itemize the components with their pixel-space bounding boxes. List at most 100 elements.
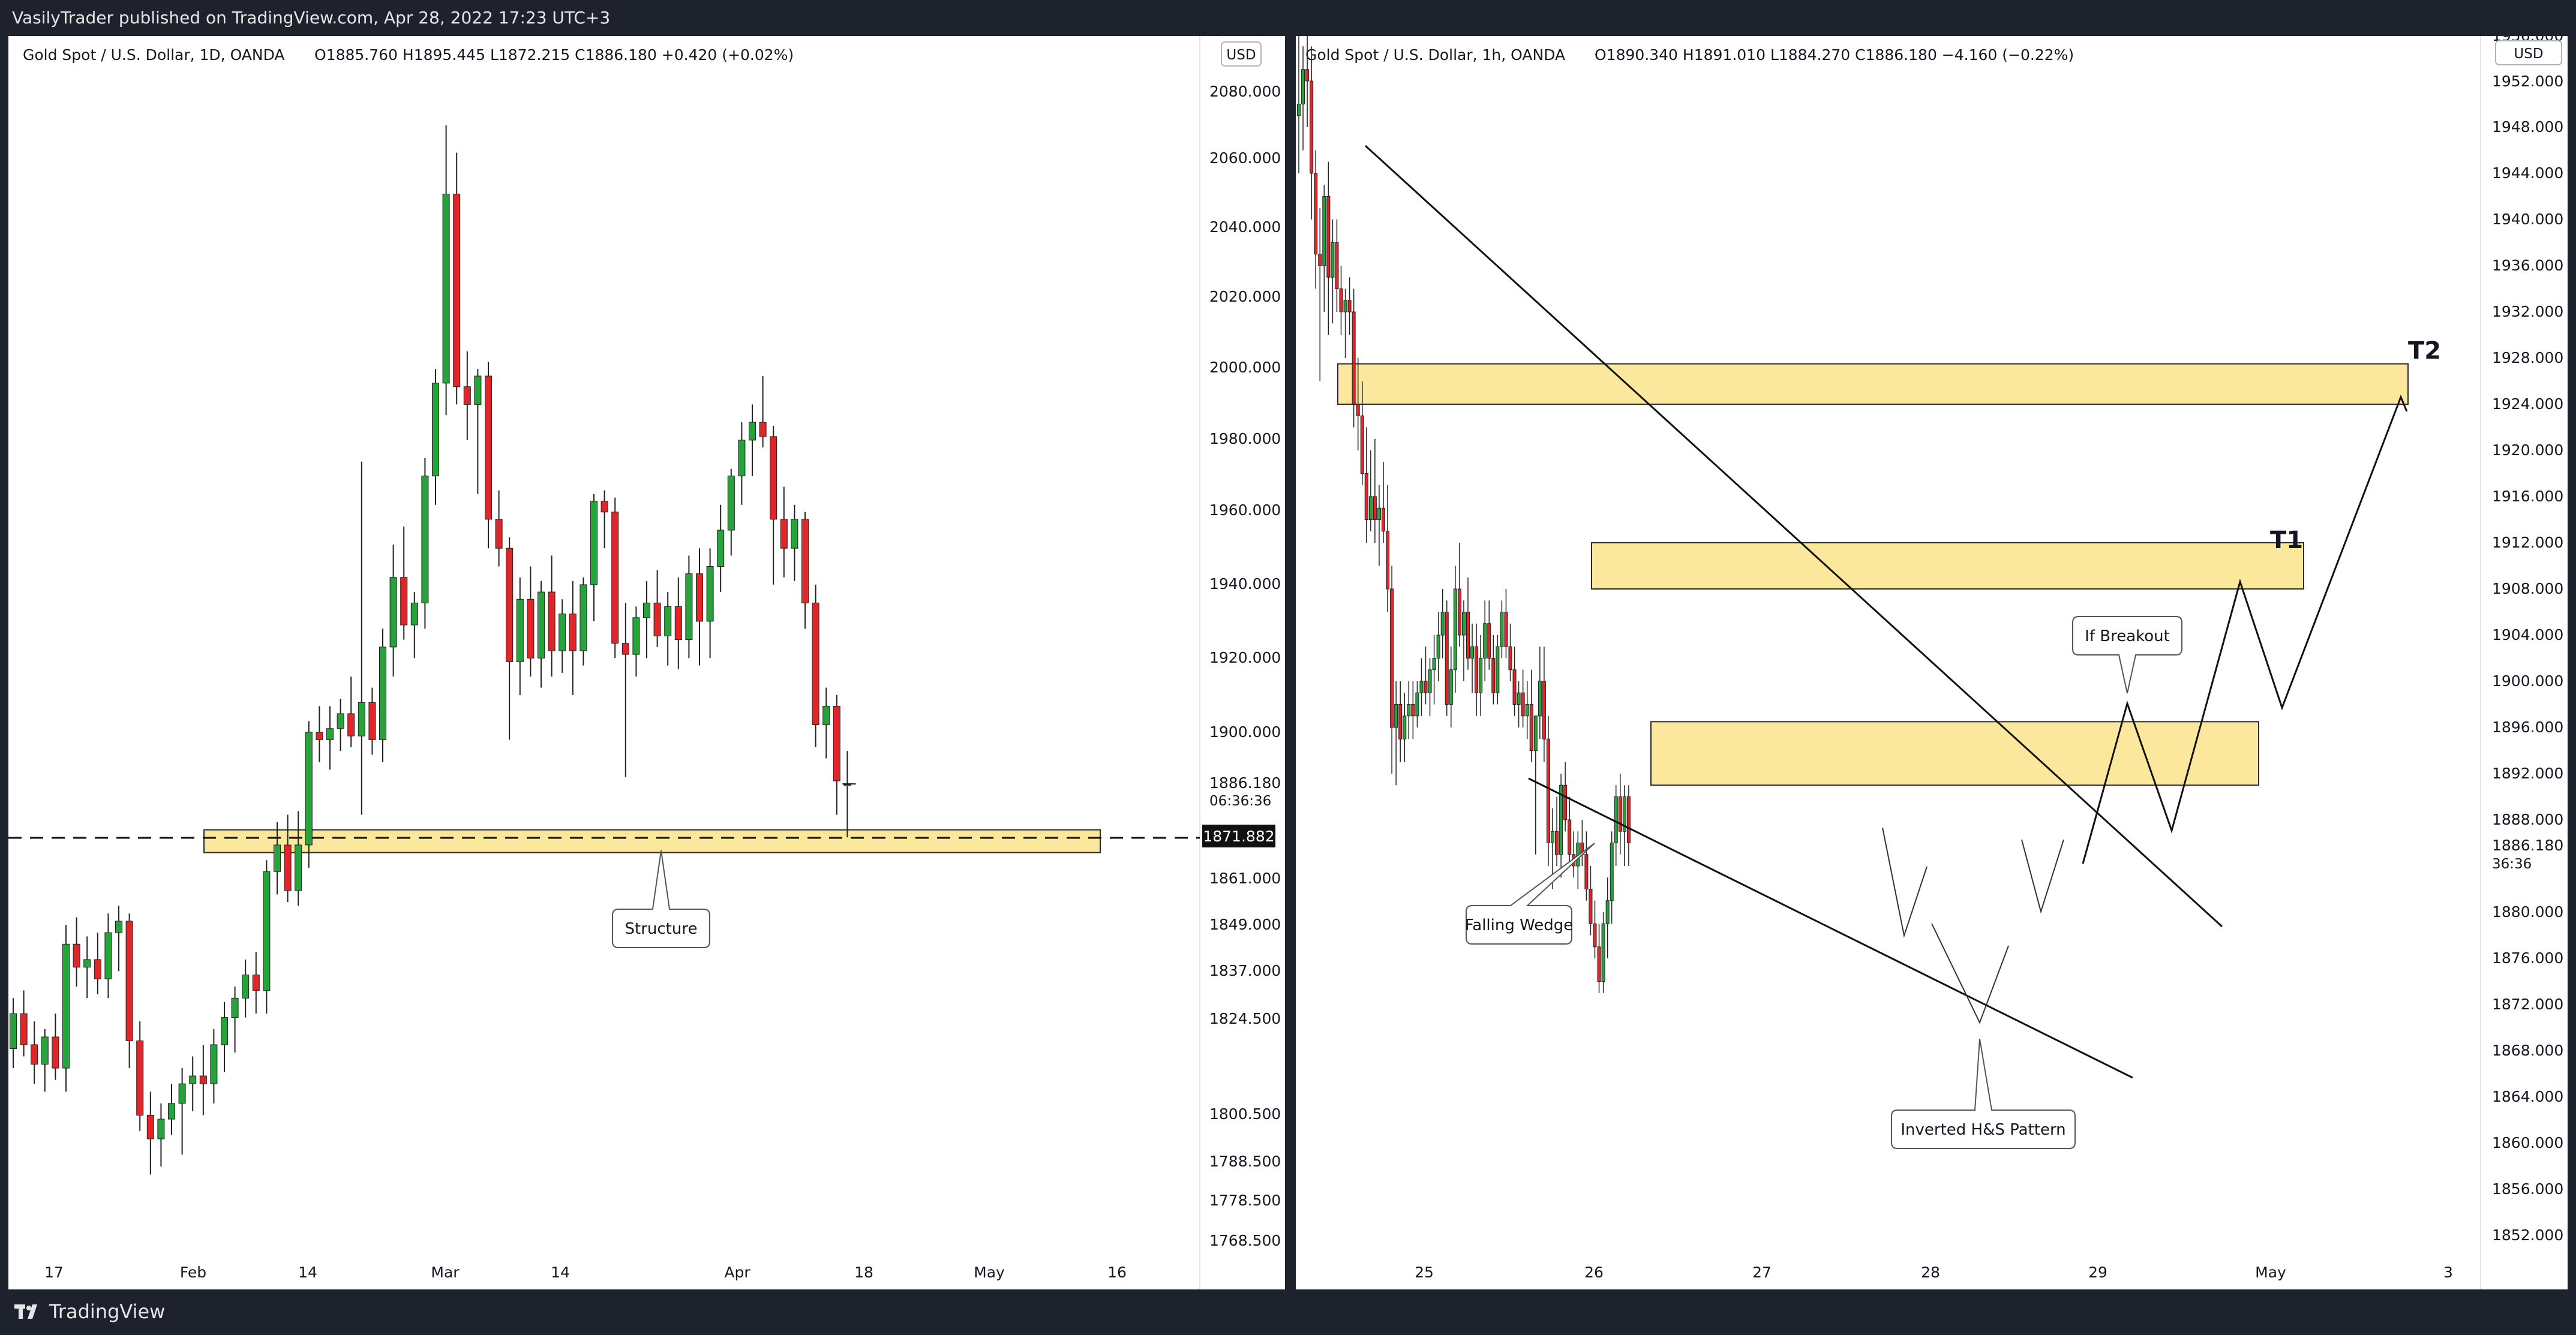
- target-t2-label: T2: [2408, 337, 2441, 365]
- time-tick-label: Mar: [431, 1264, 460, 1281]
- daily-chart-svg[interactable]: Gold Spot / U.S. Dollar, 1D, OANDA O1885.…: [8, 36, 1285, 1289]
- chart-title: Gold Spot / U.S. Dollar, 1D, OANDA: [23, 46, 285, 64]
- candle-down: [1326, 196, 1331, 278]
- candle-up: [389, 577, 397, 648]
- candle-down: [1318, 254, 1322, 266]
- candle-up: [326, 728, 334, 740]
- candle-up: [1432, 658, 1436, 670]
- candle-up: [1331, 242, 1335, 278]
- candle-up: [295, 844, 302, 891]
- wedge-lower-trendline: [1528, 777, 2133, 1079]
- candle-up: [231, 997, 239, 1018]
- candle-up: [1453, 588, 1457, 670]
- candle-down: [1546, 738, 1550, 843]
- candle-down: [1563, 784, 1568, 820]
- price-tick-label: 1876.000: [2492, 949, 2563, 967]
- candle-down: [506, 548, 514, 662]
- tradingview-brand: TradingView: [49, 1300, 166, 1323]
- tradingview-logo[interactable]: TradingView: [14, 1300, 165, 1323]
- candle-down: [1347, 300, 1352, 312]
- candle-up: [843, 784, 851, 786]
- daily-chart-panel[interactable]: Gold Spot / U.S. Dollar, 1D, OANDA O1885.…: [8, 36, 1285, 1289]
- candle-down: [1305, 69, 1310, 82]
- candle-up: [580, 584, 587, 651]
- price-tick-label: 1864.000: [2492, 1088, 2563, 1105]
- candle-down: [368, 702, 376, 740]
- candle-down: [1335, 242, 1339, 289]
- candle-up: [210, 1044, 218, 1084]
- candle-down: [1626, 796, 1631, 843]
- time-tick-label: 18: [854, 1264, 873, 1281]
- projection-path: [2082, 394, 2408, 864]
- candle-down: [1593, 923, 1597, 948]
- candle-down: [1411, 704, 1415, 717]
- time-tick-label: 14: [298, 1264, 317, 1281]
- price-tick-label: 1896.000: [2492, 718, 2563, 736]
- price-tick-label: 1940.000: [1209, 575, 1281, 593]
- price-tick-label: 1860.000: [2492, 1134, 2563, 1151]
- currency-label: USD: [2514, 46, 2543, 62]
- candle-up: [1322, 196, 1326, 266]
- candle-down: [1356, 404, 1360, 416]
- candle-down: [73, 943, 80, 968]
- candle-up: [83, 959, 91, 968]
- candle-up: [1500, 612, 1504, 647]
- candle-down: [611, 512, 619, 644]
- candle-down: [1504, 612, 1508, 647]
- candle-up: [1525, 704, 1529, 717]
- currency-badge: [2495, 40, 2562, 65]
- ohlc-readout: O1890.340 H1891.010 L1884.270 C1886.180 …: [1595, 46, 2074, 64]
- tradingview-logo-icon: [14, 1304, 37, 1319]
- hs-head-line: [1931, 923, 2009, 1024]
- time-tick-label: 26: [1584, 1264, 1604, 1281]
- inverted-hs-callout-label: Inverted H&S Pattern: [1901, 1121, 2065, 1139]
- candle-down: [1487, 623, 1491, 659]
- time-tick-label: 29: [2088, 1264, 2107, 1281]
- candle-down: [1424, 681, 1428, 693]
- resistance-zone: [1591, 542, 2304, 590]
- price-tick-label: 2060.000: [1209, 149, 1281, 167]
- ohlc-readout: O1885.760 H1895.445 L1872.215 C1886.180 …: [314, 46, 794, 64]
- candle-up: [274, 844, 281, 872]
- hourly-chart-panel[interactable]: Gold Spot / U.S. Dollar, 1h, OANDA O1890.…: [1296, 36, 2568, 1289]
- target-t1-label: T1: [2270, 527, 2303, 554]
- candle-up: [168, 1103, 175, 1120]
- candle-up: [717, 530, 725, 567]
- hourly-chart-svg[interactable]: Gold Spot / U.S. Dollar, 1h, OANDA O1890.…: [1296, 36, 2568, 1289]
- candle-up: [379, 647, 386, 740]
- candle-up: [516, 599, 524, 662]
- price-tick-label: 1916.000: [2492, 488, 2563, 505]
- price-tick-label: 1868.000: [2492, 1042, 2563, 1059]
- countdown-label: 36:36: [2492, 856, 2532, 872]
- price-tick-label: 1932.000: [2492, 303, 2563, 320]
- footer-bar: TradingView: [0, 1289, 2576, 1335]
- candle-down: [1568, 819, 1572, 855]
- price-tick-label: 1861.000: [1209, 870, 1281, 887]
- candle-down: [653, 602, 661, 636]
- candle-down: [252, 975, 260, 991]
- time-tick-label: 3: [2443, 1264, 2453, 1281]
- time-tick-label: 17: [44, 1264, 64, 1281]
- price-tick-label: 1800.500: [1209, 1105, 1281, 1123]
- candle-down: [548, 591, 556, 651]
- candle-down: [1390, 588, 1394, 728]
- candle-down: [136, 1040, 144, 1115]
- price-tick-label: 1904.000: [2492, 626, 2563, 644]
- candle-down: [1491, 658, 1496, 693]
- candle-up: [1449, 669, 1453, 705]
- time-tick-label: 28: [1921, 1264, 1940, 1281]
- candle-up: [1614, 796, 1618, 843]
- candle-down: [199, 1075, 207, 1084]
- price-tick-label: 1980.000: [1209, 430, 1281, 447]
- candle-down: [1364, 473, 1368, 520]
- publish-info: VasilyTrader published on TradingView.co…: [12, 8, 611, 28]
- candle-up: [242, 975, 250, 999]
- inverted-hs-callout-box: [1891, 1038, 2076, 1149]
- candle-down: [527, 599, 535, 659]
- candle-up: [410, 602, 418, 626]
- candle-down: [780, 519, 788, 549]
- candle-up: [706, 566, 714, 622]
- price-tick-label: 1880.000: [2492, 903, 2563, 921]
- level-price-label: 1871.882: [1203, 828, 1274, 845]
- candle-up: [559, 614, 566, 651]
